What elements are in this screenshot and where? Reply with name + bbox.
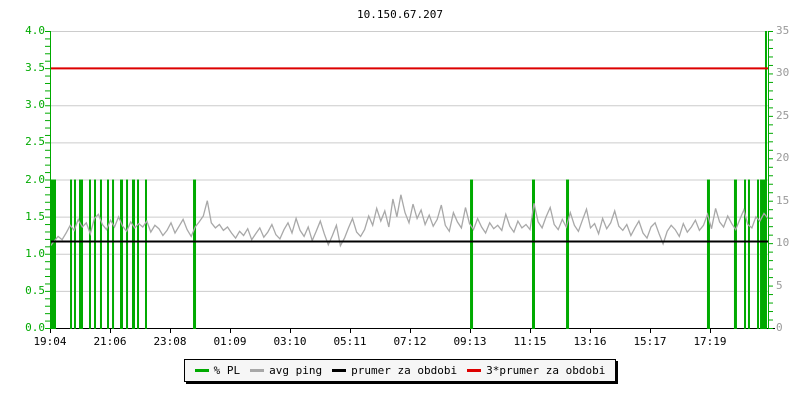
pl-bar — [73, 179, 76, 329]
pl-bar — [131, 179, 135, 329]
pl-bar — [120, 179, 124, 329]
pl-bar — [757, 179, 760, 329]
legend-label: prumer za obdobi — [351, 364, 458, 377]
x-axis-label: 13:16 — [573, 335, 607, 348]
pl-bar — [126, 179, 129, 329]
pl-bar — [566, 179, 570, 329]
x-axis-label: 21:06 — [93, 335, 127, 348]
pl-bar — [107, 179, 110, 329]
pl-bar — [747, 179, 750, 329]
legend-item: 3*prumer za obdobi — [467, 364, 605, 377]
pl-bar — [70, 179, 73, 329]
left-axis-label: 0.5 — [25, 283, 45, 297]
x-axis-label: 19:04 — [33, 335, 67, 348]
x-axis-label: 01:09 — [213, 335, 247, 348]
left-axis-label: 2.0 — [25, 172, 45, 186]
pl-bar — [706, 179, 710, 329]
x-axis-label: 07:12 — [393, 335, 427, 348]
left-axis-label: 2.5 — [25, 135, 45, 149]
pl-bar — [94, 179, 97, 329]
right-axis-label: 25 — [776, 108, 790, 122]
left-axis-label: 1.5 — [25, 209, 45, 223]
x-axis-label: 09:13 — [453, 335, 487, 348]
pl-bar — [79, 179, 84, 329]
graph-title: 10.150.67.207 — [356, 8, 444, 21]
avg-ping-line — [49, 194, 769, 248]
pl-bar — [470, 179, 474, 329]
right-axis-label: 5 — [776, 278, 783, 292]
right-axis-label: 0 — [776, 321, 783, 334]
legend-swatch-icon — [250, 369, 265, 372]
pl-bar — [88, 179, 91, 329]
right-axis-label: 35 — [776, 24, 790, 37]
pl-bar — [744, 179, 747, 329]
legend-item: % PL — [194, 364, 241, 377]
legend-label: % PL — [213, 364, 241, 377]
pl-bar — [99, 179, 102, 329]
legend-label: avg ping — [269, 364, 323, 377]
legend-swatch-icon — [467, 369, 482, 372]
left-axis-label: 3.0 — [25, 98, 45, 112]
right-axis-label: 15 — [776, 193, 790, 207]
legend-label: 3*prumer za obdobi — [486, 364, 606, 377]
left-axis-label: 0.0 — [25, 321, 45, 334]
pl-bar — [137, 179, 140, 329]
x-axis-label: 15:17 — [633, 335, 667, 348]
pl-bar — [51, 179, 57, 329]
right-axis-label: 30 — [776, 66, 790, 80]
legend: % PL avg ping prumer za obdobi 3*prumer za … — [0, 359, 800, 382]
legend-swatch-icon — [332, 369, 347, 372]
pl-bar — [531, 179, 535, 329]
x-axis-label: 11:15 — [513, 335, 547, 348]
legend-box: % PL avg ping prumer za obdobi 3*prumer za … — [183, 359, 617, 382]
x-axis-label: 23:08 — [153, 335, 187, 348]
pl-bar — [112, 179, 115, 329]
left-axis-label: 4.0 — [25, 24, 45, 37]
pl-bar — [193, 179, 197, 329]
legend-item: prumer za obdobi — [332, 364, 457, 377]
right-axis-label: 10 — [776, 236, 790, 250]
x-axis-label: 17:19 — [693, 335, 727, 348]
pl-bar — [760, 179, 767, 329]
x-axis-label: 03:10 — [273, 335, 307, 348]
pl-bar — [733, 179, 737, 329]
right-axis-label: 20 — [776, 151, 790, 165]
left-axis-label: 1.0 — [25, 246, 45, 260]
legend-item: avg ping — [250, 364, 322, 377]
pl-bar — [144, 179, 147, 329]
legend-swatch-icon — [194, 369, 209, 372]
pl-bar — [764, 31, 767, 329]
left-axis-label: 3.5 — [25, 61, 45, 75]
x-axis-label: 05:11 — [333, 335, 367, 348]
